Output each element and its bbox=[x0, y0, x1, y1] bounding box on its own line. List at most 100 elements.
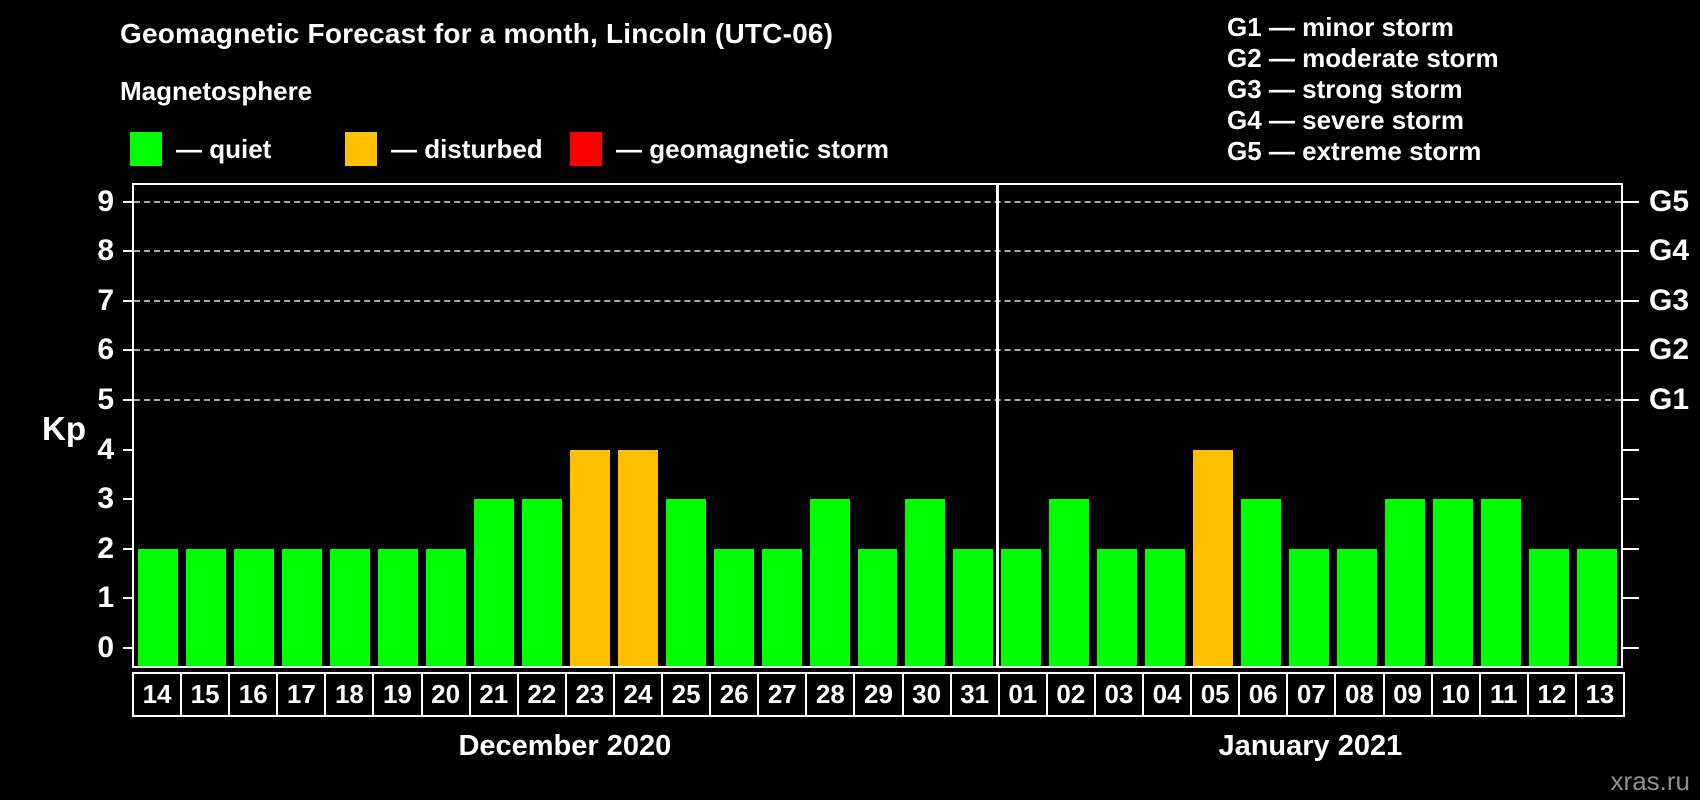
day-label: 03 bbox=[1093, 672, 1145, 717]
y-axis-tick-label: 3 bbox=[97, 482, 114, 516]
y-axis-tick-left bbox=[123, 399, 132, 401]
day-label: 07 bbox=[1286, 672, 1337, 717]
storm-level-label: G4 bbox=[1649, 234, 1690, 268]
y-axis-tick-left bbox=[123, 299, 132, 302]
gridline-kp7 bbox=[134, 299, 1621, 302]
day-label: 23 bbox=[564, 672, 615, 717]
month-caption: December 2020 bbox=[458, 730, 672, 762]
day-label: 09 bbox=[1382, 672, 1433, 717]
y-axis-tick-label: 4 bbox=[97, 432, 114, 466]
kp-bar bbox=[1145, 548, 1186, 666]
y-axis-tick-right bbox=[1623, 448, 1639, 451]
kp-bar bbox=[1001, 548, 1042, 666]
day-label: 06 bbox=[1238, 672, 1289, 717]
day-label: 24 bbox=[612, 672, 664, 717]
day-label: 01 bbox=[997, 672, 1048, 717]
quiet-swatch bbox=[130, 132, 162, 166]
chart-title: Geomagnetic Forecast for a month, Lincol… bbox=[120, 18, 834, 49]
kp-bar bbox=[1433, 499, 1474, 666]
y-axis-title: Kp bbox=[42, 410, 86, 447]
kp-bar bbox=[329, 548, 370, 666]
y-axis-tick-right bbox=[1623, 299, 1639, 302]
y-axis-tick-right bbox=[1623, 647, 1639, 649]
day-label: 19 bbox=[372, 672, 423, 717]
y-axis-tick-left bbox=[123, 498, 132, 501]
y-axis-tick-label: 5 bbox=[97, 383, 114, 416]
y-axis-tick-left bbox=[123, 349, 132, 352]
day-label: 05 bbox=[1190, 672, 1241, 717]
y-axis-tick-label: 2 bbox=[97, 531, 114, 565]
disturbed-swatch bbox=[345, 132, 377, 166]
kp-bar bbox=[1385, 499, 1426, 666]
storm-scale-legend: G1 — minor storm G2 — moderate storm G3 — … bbox=[1227, 12, 1499, 167]
y-axis-tick-label: 1 bbox=[97, 581, 114, 615]
day-label: 10 bbox=[1430, 672, 1481, 717]
storm-scale-item: G5 — extreme storm bbox=[1227, 136, 1482, 166]
day-label: 28 bbox=[805, 672, 856, 717]
day-label: 29 bbox=[853, 672, 904, 717]
kp-bar bbox=[425, 548, 466, 666]
gridline-kp6 bbox=[134, 349, 1621, 352]
legend-item-quiet: — quiet bbox=[130, 128, 271, 170]
legend-item-disturbed: — disturbed bbox=[345, 128, 543, 170]
day-label: 25 bbox=[661, 672, 712, 717]
y-axis-tick-left bbox=[123, 647, 132, 649]
y-axis-tick-left bbox=[123, 250, 132, 253]
day-label: 26 bbox=[709, 672, 760, 717]
kp-bar bbox=[761, 548, 802, 666]
legend-item-storm: — geomagnetic storm bbox=[570, 128, 889, 170]
kp-bar bbox=[1097, 548, 1138, 666]
y-axis-tick-right bbox=[1623, 349, 1639, 352]
storm-level-label: G1 bbox=[1649, 383, 1690, 416]
kp-bar bbox=[1289, 548, 1330, 666]
y-axis-tick-label: 0 bbox=[97, 631, 114, 664]
storm-level-label: G5 bbox=[1649, 184, 1690, 218]
kp-bar bbox=[857, 548, 898, 666]
kp-bar bbox=[281, 548, 322, 666]
kp-bar bbox=[1337, 548, 1378, 666]
day-label: 12 bbox=[1526, 672, 1577, 717]
kp-bar bbox=[953, 548, 994, 666]
kp-bar bbox=[377, 548, 418, 666]
y-axis-tick-right bbox=[1623, 498, 1639, 501]
y-axis-tick-right bbox=[1623, 547, 1639, 550]
kp-bar bbox=[233, 548, 274, 666]
y-axis-tick-label: 7 bbox=[97, 283, 114, 317]
storm-scale-item: G2 — moderate storm bbox=[1227, 43, 1499, 73]
kp-bar bbox=[905, 499, 946, 666]
kp-bar bbox=[1577, 548, 1617, 666]
kp-bar bbox=[521, 499, 562, 666]
legend-item-label: — quiet bbox=[176, 133, 272, 164]
kp-bar bbox=[1529, 548, 1570, 666]
legend-item-label: — geomagnetic storm bbox=[616, 133, 890, 164]
y-axis-tick-left bbox=[123, 200, 132, 203]
gridline-kp5 bbox=[134, 399, 1621, 401]
y-axis-tick-right bbox=[1623, 399, 1639, 401]
day-label: 13 bbox=[1574, 672, 1625, 717]
y-axis-tick-left bbox=[123, 448, 132, 451]
watermark: xras.ru bbox=[1610, 766, 1690, 796]
day-label: 21 bbox=[468, 672, 519, 717]
gridline-kp8 bbox=[134, 250, 1621, 253]
day-label: 16 bbox=[228, 672, 279, 717]
y-axis-tick-left bbox=[123, 597, 132, 600]
storm-scale-item: G4 — severe storm bbox=[1227, 105, 1465, 135]
month-separator bbox=[995, 185, 999, 666]
day-label: 18 bbox=[324, 672, 375, 717]
day-label: 20 bbox=[420, 672, 471, 717]
kp-bar bbox=[185, 548, 226, 666]
storm-level-label: G3 bbox=[1649, 283, 1690, 317]
storm-level-label: G2 bbox=[1649, 333, 1690, 367]
kp-bar bbox=[713, 548, 754, 666]
magnetosphere-legend-heading: Magnetosphere bbox=[120, 76, 313, 106]
kp-bar bbox=[1193, 449, 1234, 666]
day-label: 08 bbox=[1334, 672, 1385, 717]
y-axis-tick-right bbox=[1623, 200, 1639, 203]
y-axis-tick-label: 9 bbox=[97, 184, 114, 218]
kp-bar bbox=[1049, 499, 1090, 666]
y-axis-tick-label: 6 bbox=[97, 333, 114, 367]
day-label: 04 bbox=[1142, 672, 1193, 717]
day-label: 30 bbox=[901, 672, 952, 717]
storm-scale-item: G1 — minor storm bbox=[1227, 12, 1454, 42]
gridline-kp9 bbox=[134, 200, 1621, 203]
